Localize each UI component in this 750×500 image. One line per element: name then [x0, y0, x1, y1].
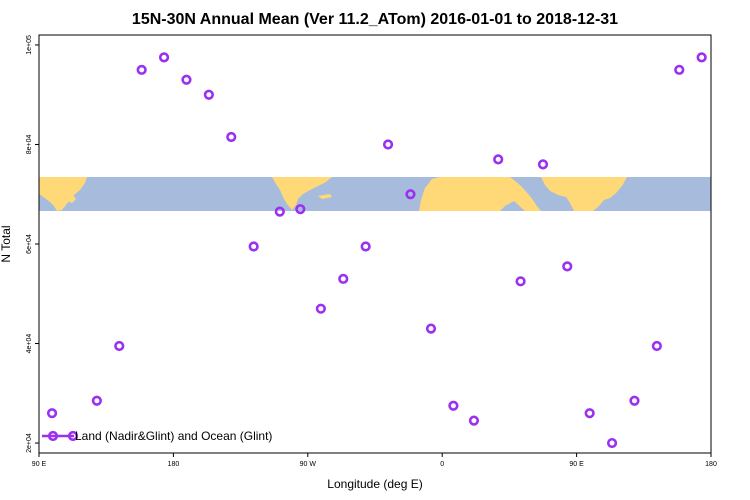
land-north-america [272, 177, 332, 210]
x-tick-label: 90 E [569, 461, 584, 468]
land-caribbean [318, 194, 332, 199]
data-point [46, 408, 58, 419]
data-point [651, 340, 662, 352]
y-tick-label: 1e+05 [26, 35, 33, 55]
legend-marker [67, 430, 79, 442]
data-point [537, 159, 549, 170]
y-tick-label: 8e+04 [26, 135, 33, 155]
data-point [91, 395, 102, 406]
data-point [114, 340, 125, 352]
data-point [674, 64, 685, 75]
x-tick-label: 180 [168, 461, 180, 468]
data-point [515, 276, 526, 287]
data-point [696, 52, 707, 63]
data-point [295, 204, 306, 215]
y-tick-label: 6e+04 [26, 234, 33, 254]
data-point [468, 415, 480, 426]
legend-marker [47, 430, 59, 442]
data-point [562, 261, 573, 272]
data-point [248, 241, 259, 252]
data-point [338, 273, 349, 284]
y-axis: 2e+04 4e+04 6e+04 8e+04 1e+05 [26, 35, 39, 453]
data-point [315, 303, 326, 314]
legend: Land (Nadir&Glint) and Ocean (Glint) [42, 429, 272, 443]
land-africa-arabia [419, 177, 541, 211]
data-point [181, 74, 192, 85]
data-point [493, 154, 504, 165]
series-points [46, 52, 707, 449]
y-tick-label: 4e+04 [26, 334, 33, 354]
x-tick-label: 0 [440, 461, 444, 468]
data-point [425, 323, 437, 334]
data-point [405, 189, 416, 200]
y-axis-label: N Total [0, 225, 13, 262]
plot-frame [38, 34, 712, 454]
data-point [606, 437, 618, 449]
data-point [448, 400, 459, 411]
data-point [136, 64, 147, 75]
x-tick-label: 90 W [300, 461, 317, 468]
data-point [203, 89, 214, 100]
y-tick-label: 2e+04 [26, 433, 33, 453]
land-asia-east [39, 177, 87, 211]
data-point [158, 52, 170, 63]
x-axis-label: Longitude (deg E) [327, 477, 422, 491]
land-pacific-islands [68, 195, 76, 203]
map-band [39, 177, 711, 211]
land-india-asia [541, 177, 627, 211]
x-tick-label: 180 [705, 461, 717, 468]
x-tick-label: 90 E [32, 461, 47, 468]
data-point [360, 241, 371, 252]
legend-label: Land (Nadir&Glint) and Ocean (Glint) [75, 429, 272, 443]
data-point [226, 131, 237, 143]
data-point [629, 395, 640, 406]
x-axis: 90 E 180 90 W 0 90 E 180 [32, 453, 717, 468]
data-point [584, 408, 595, 419]
data-point [382, 139, 394, 150]
chart-title: 15N-30N Annual Mean (Ver 11.2_ATom) 2016… [132, 11, 618, 28]
data-point [274, 206, 285, 217]
